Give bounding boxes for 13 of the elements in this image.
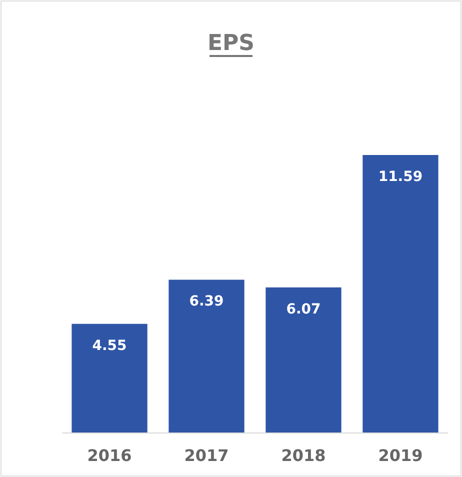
x-tick-label: 2016 xyxy=(87,446,132,465)
x-tick-label: 2018 xyxy=(281,446,326,465)
bar xyxy=(362,155,438,433)
bar xyxy=(168,280,244,433)
data-label: 4.55 xyxy=(92,338,127,354)
bar xyxy=(266,287,342,433)
data-label: 6.39 xyxy=(189,294,224,310)
x-tick-label: 2017 xyxy=(184,446,229,465)
bar xyxy=(72,324,148,433)
data-label: 11.59 xyxy=(378,169,423,185)
chart-title: EPS xyxy=(208,31,254,56)
data-label: 6.07 xyxy=(286,301,321,318)
x-tick-label: 2019 xyxy=(378,446,423,465)
